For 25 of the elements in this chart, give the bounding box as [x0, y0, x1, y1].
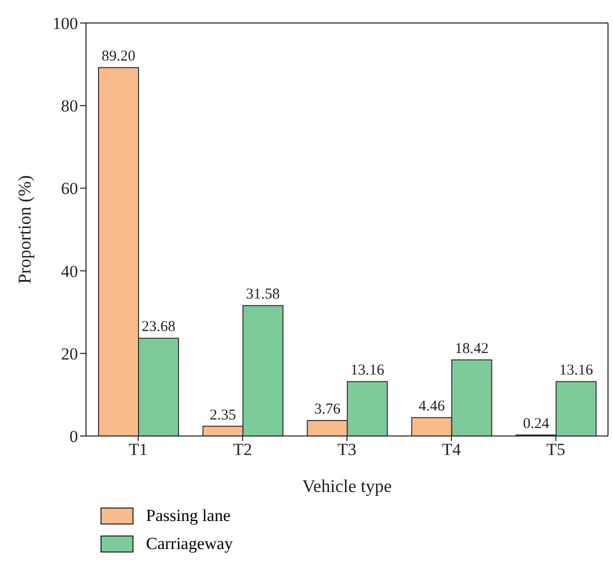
- x-tick-label: T1: [128, 440, 148, 460]
- x-tick-label: T4: [442, 440, 462, 460]
- x-tick-label: T2: [233, 440, 252, 460]
- data-label: 0.24: [523, 416, 550, 432]
- y-tick-label: 20: [61, 344, 78, 364]
- data-label: 4.46: [418, 398, 446, 415]
- y-tick-label: 60: [61, 179, 78, 198]
- data-label: 3.76: [314, 401, 341, 418]
- x-tick-label: T3: [338, 440, 356, 460]
- data-label: 13.16: [350, 362, 385, 379]
- data-label: 13.16: [559, 362, 594, 379]
- y-tick-label: 0: [70, 427, 78, 446]
- data-label: 89.20: [102, 48, 136, 65]
- x-axis-title: Vehicle type: [302, 476, 392, 496]
- data-label: 23.68: [142, 319, 176, 336]
- y-tick-label: 80: [61, 96, 78, 116]
- x-tick-label: T5: [546, 440, 566, 460]
- data-label: 18.42: [454, 340, 489, 357]
- y-tick-label: 40: [61, 262, 78, 281]
- legend-label: Carriageway: [146, 534, 233, 554]
- data-label: 31.58: [246, 286, 280, 303]
- y-axis-title: Proportion (%): [14, 175, 34, 284]
- legend-label: Passing lane: [146, 506, 231, 526]
- y-tick-label: 100: [52, 14, 78, 34]
- data-label: 2.35: [210, 407, 236, 424]
